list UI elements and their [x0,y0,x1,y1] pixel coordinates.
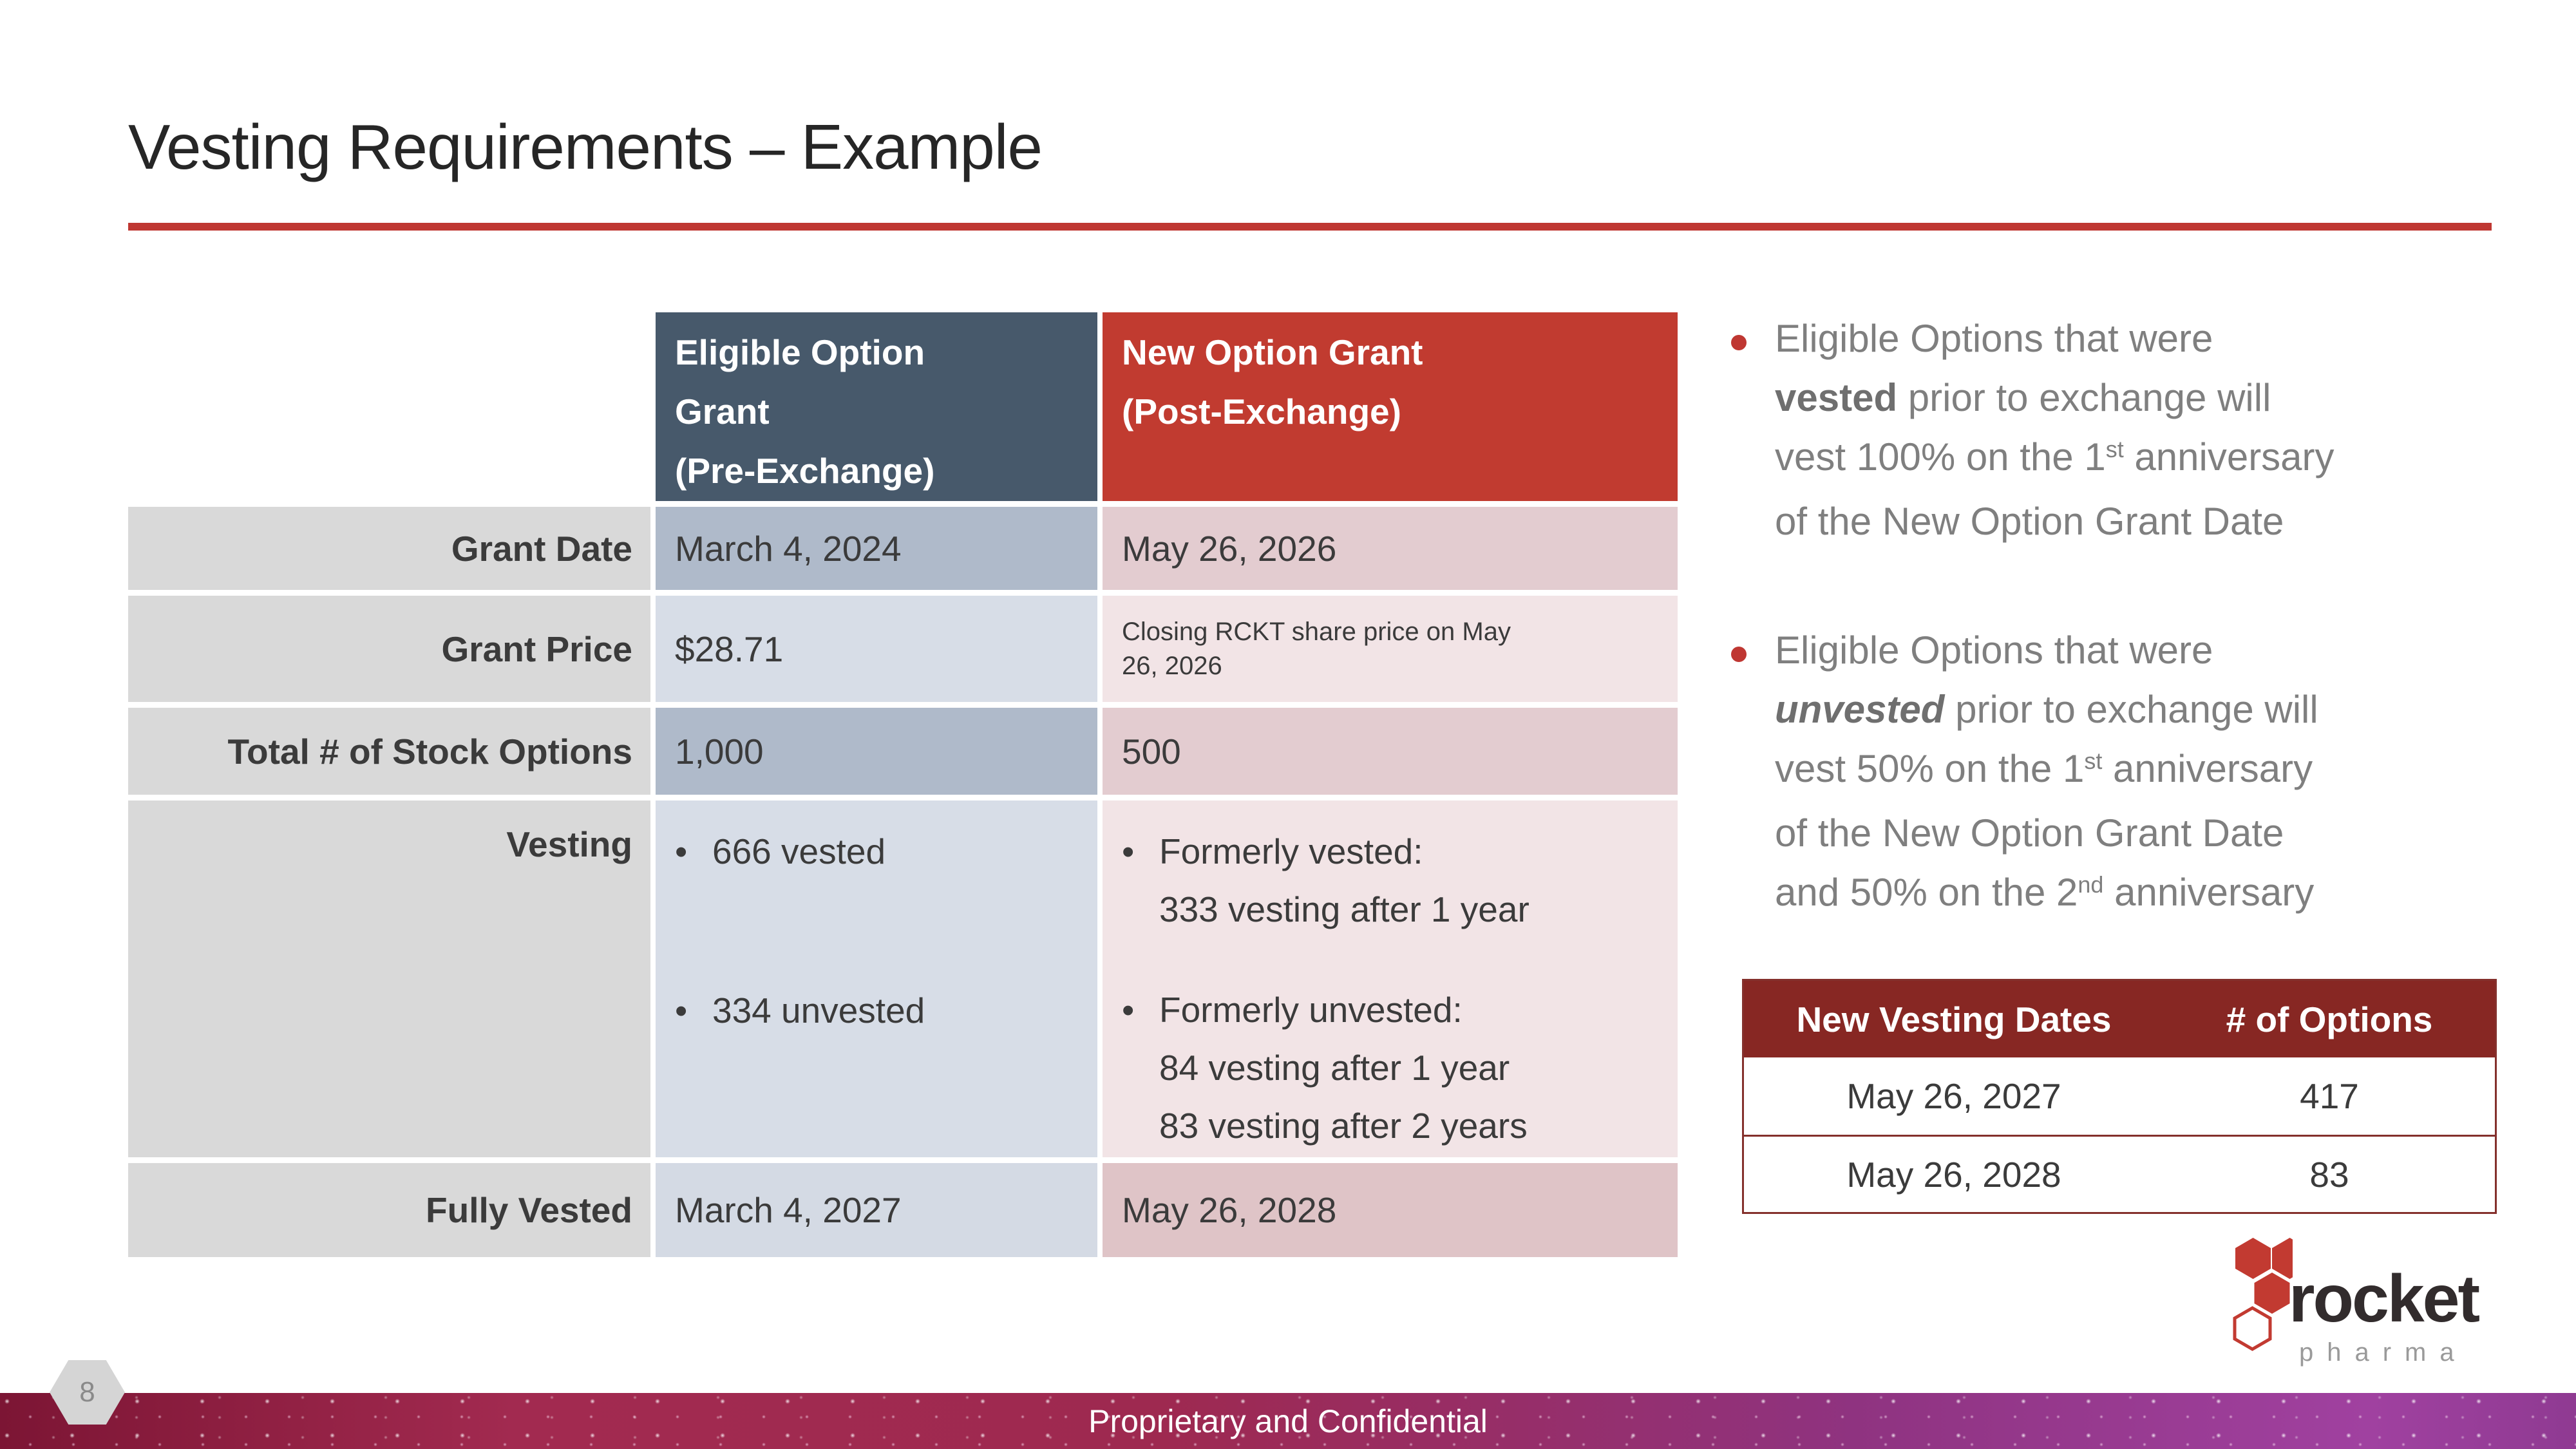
grant-price-pre-cell: $28.71 [656,596,1097,702]
new-vesting-dates-table: New Vesting Dates # of Options May 26, 2… [1742,979,2497,1214]
column-header-post-exchange: New Option Grant (Post-Exchange) [1103,312,1678,501]
row-label-total-options: Total # of Stock Options [128,708,650,795]
fully-vested-post-cell: May 26, 2028 [1103,1163,1678,1257]
title-underline [128,223,2492,231]
small-table-header-row: New Vesting Dates # of Options [1744,981,2495,1057]
grant-date-pre-cell: March 4, 2024 [656,507,1097,590]
row-label-vesting: Vesting [128,800,650,1157]
column-header-pre-exchange: Eligible Option Grant (Pre-Exchange) [656,312,1097,501]
table-row: May 26, 2028 83 [1744,1135,2495,1212]
bullet-icon: • [675,990,688,1030]
logo-wordmark: rocket [2289,1262,2480,1336]
list-item: • Formerly vested: 333 vesting after 1 y… [1122,822,1678,938]
hexagon-icon [2235,1238,2271,1279]
hexagon-icon [2233,1306,2272,1351]
list-item: • 666 vested [675,822,1097,880]
bullet-icon: • [675,831,688,871]
list-item: • Formerly unvested: 84 vesting after 1 … [1122,981,1678,1155]
rocket-pharma-logo: rocket pharma [2215,1235,2499,1370]
page-number: 8 [79,1376,95,1408]
explanation-bullet-list: Eligible Options that were vested prior … [1725,309,2523,927]
table-row: May 26, 2027 417 [1846,1076,2359,1116]
page-number-badge: 8 [50,1360,125,1425]
bullet-icon [1731,647,1747,662]
footer-confidential-text: Proprietary and Confidential [1088,1403,1488,1439]
hexagon-icon [2272,1238,2293,1279]
list-item: Eligible Options that were unvested prio… [1725,621,2523,927]
small-table-header-dates: New Vesting Dates [1796,999,2112,1039]
row-label-grant-price: Grant Price [128,596,650,702]
logo-subtext: pharma [2299,1338,2468,1367]
list-item: Eligible Options that were vested prior … [1725,309,2523,551]
footer-bar: Proprietary and Confidential [0,1393,2576,1449]
vesting-pre-cell: • 666 vested • 334 unvested [656,800,1097,1157]
bullet-icon: • [1122,990,1135,1030]
hexagon-cluster-icon [2233,1238,2293,1351]
total-options-pre-cell: 1,000 [656,708,1097,795]
fully-vested-pre-cell: March 4, 2027 [656,1163,1097,1257]
hexagon-icon [2254,1273,2290,1314]
small-table-header-options: # of Options [2226,999,2433,1039]
row-label-grant-date: Grant Date [128,507,650,590]
vesting-comparison-table: Eligible Option Grant (Pre-Exchange) New… [128,312,1678,1257]
bullet-icon: • [1122,831,1135,871]
list-item: • 334 unvested [675,981,1097,1039]
page-title: Vesting Requirements – Example [128,111,1043,182]
vesting-post-cell: • Formerly vested: 333 vesting after 1 y… [1103,800,1678,1157]
total-options-post-cell: 500 [1103,708,1678,795]
table-corner-spacer [128,312,650,501]
grant-date-post-cell: May 26, 2026 [1103,507,1678,590]
row-label-fully-vested: Fully Vested [128,1163,650,1257]
grant-price-post-cell: Closing RCKT share price on May 26, 2026 [1103,596,1678,702]
bullet-icon [1731,335,1747,350]
